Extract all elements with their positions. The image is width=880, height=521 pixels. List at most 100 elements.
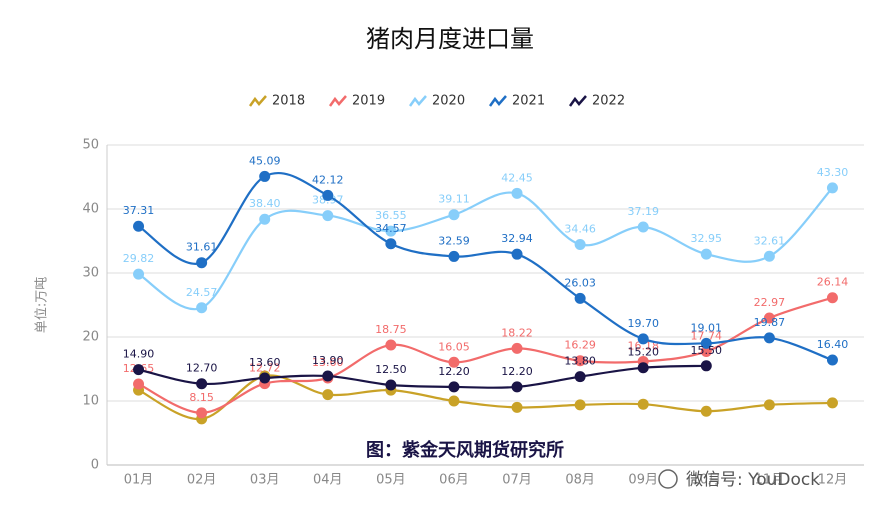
data-label: 38.40 <box>249 197 281 210</box>
x-tick-label: 06月 <box>439 473 469 488</box>
data-point <box>511 342 523 354</box>
watermark-icon <box>658 469 678 489</box>
legend-icon <box>248 95 267 107</box>
x-tick-label: 03月 <box>250 473 280 488</box>
x-tick-label: 12月 <box>818 473 848 488</box>
data-point <box>385 379 397 391</box>
y-tick-label: 30 <box>82 266 99 281</box>
data-point <box>448 395 460 407</box>
data-label: 22.97 <box>754 296 786 309</box>
data-point <box>196 302 208 314</box>
data-label: 12.72 <box>249 362 281 375</box>
data-label: 17.74 <box>691 329 723 342</box>
data-point <box>574 292 586 304</box>
data-label: 32.95 <box>691 232 723 245</box>
data-point <box>637 221 649 233</box>
data-point <box>196 257 208 269</box>
data-label: 13.90 <box>312 354 344 367</box>
data-point <box>133 378 145 390</box>
y-tick-label: 20 <box>82 330 99 345</box>
data-label: 19.01 <box>691 321 723 334</box>
data-label: 36.55 <box>375 209 407 222</box>
data-point <box>259 372 271 384</box>
data-point <box>763 332 775 344</box>
data-point <box>637 333 649 345</box>
data-label: 26.03 <box>564 276 596 289</box>
legend-label: 2018 <box>272 94 305 109</box>
data-point <box>511 401 523 413</box>
data-label: 14.90 <box>123 348 155 361</box>
data-point <box>826 292 838 304</box>
data-point <box>574 371 586 383</box>
legend-icon <box>568 95 587 107</box>
data-label: 18.75 <box>375 323 407 336</box>
series-line <box>137 187 834 311</box>
data-point <box>448 209 460 221</box>
data-point <box>448 356 460 368</box>
data-label: 34.57 <box>375 222 407 235</box>
data-label: 42.45 <box>501 171 533 184</box>
data-point <box>196 378 208 390</box>
data-label: 19.70 <box>627 317 659 330</box>
data-label: 24.57 <box>186 286 218 299</box>
data-point <box>322 189 334 201</box>
data-point <box>574 399 586 411</box>
data-point <box>826 182 838 194</box>
data-point <box>763 312 775 324</box>
data-point <box>511 381 523 393</box>
series-line <box>138 296 833 414</box>
legend-label: 2021 <box>512 94 545 109</box>
data-point <box>700 345 712 357</box>
data-point <box>574 355 586 367</box>
data-label: 13.60 <box>249 356 281 369</box>
data-point <box>700 405 712 417</box>
chart-title: 猪肉月度进口量 <box>366 25 534 53</box>
data-label: 42.12 <box>312 173 344 186</box>
data-label: 18.22 <box>501 326 533 339</box>
x-tick-label: 09月 <box>628 473 658 488</box>
data-label: 39.11 <box>438 193 470 206</box>
data-label: 13.80 <box>564 355 596 368</box>
data-point <box>574 238 586 250</box>
data-point <box>385 339 397 351</box>
data-point <box>385 225 397 237</box>
watermark: 微信号: YouDock <box>686 470 820 490</box>
data-point <box>511 248 523 260</box>
data-point <box>322 389 334 401</box>
data-label: 43.30 <box>817 166 849 179</box>
data-point <box>133 220 145 232</box>
source: 图：紫金天风期货研究所 <box>366 439 564 461</box>
data-label: 16.40 <box>817 338 849 351</box>
x-tick-label: 07月 <box>502 473 532 488</box>
legend-label: 2020 <box>432 94 465 109</box>
data-label: 32.94 <box>501 232 533 245</box>
data-label: 32.59 <box>438 234 470 247</box>
data-label: 12.70 <box>186 362 218 375</box>
x-tick-label: 11月 <box>755 473 785 488</box>
data-point <box>763 250 775 262</box>
x-tick-label: 02月 <box>187 473 217 488</box>
data-label: 12.50 <box>375 363 407 376</box>
data-point <box>259 170 271 182</box>
data-point <box>700 337 712 349</box>
x-tick-label: 10月 <box>692 473 722 488</box>
y-tick-label: 50 <box>82 138 99 153</box>
x-tick-label: 05月 <box>376 473 406 488</box>
data-point <box>322 370 334 382</box>
x-tick-label: 08月 <box>565 473 595 488</box>
data-label: 15.50 <box>691 344 723 357</box>
y-tick-label: 10 <box>82 394 99 409</box>
data-point <box>637 398 649 410</box>
data-label: 8.15 <box>189 391 214 404</box>
data-point <box>511 187 523 199</box>
x-tick-label: 04月 <box>313 473 343 488</box>
data-point <box>448 381 460 393</box>
legend-icon <box>328 95 347 107</box>
data-label: 12.20 <box>501 365 533 378</box>
data-label: 45.09 <box>249 154 281 167</box>
data-label: 32.61 <box>754 234 786 247</box>
series-line <box>138 374 833 421</box>
data-label: 37.31 <box>123 204 155 217</box>
data-label: 29.82 <box>123 252 155 265</box>
